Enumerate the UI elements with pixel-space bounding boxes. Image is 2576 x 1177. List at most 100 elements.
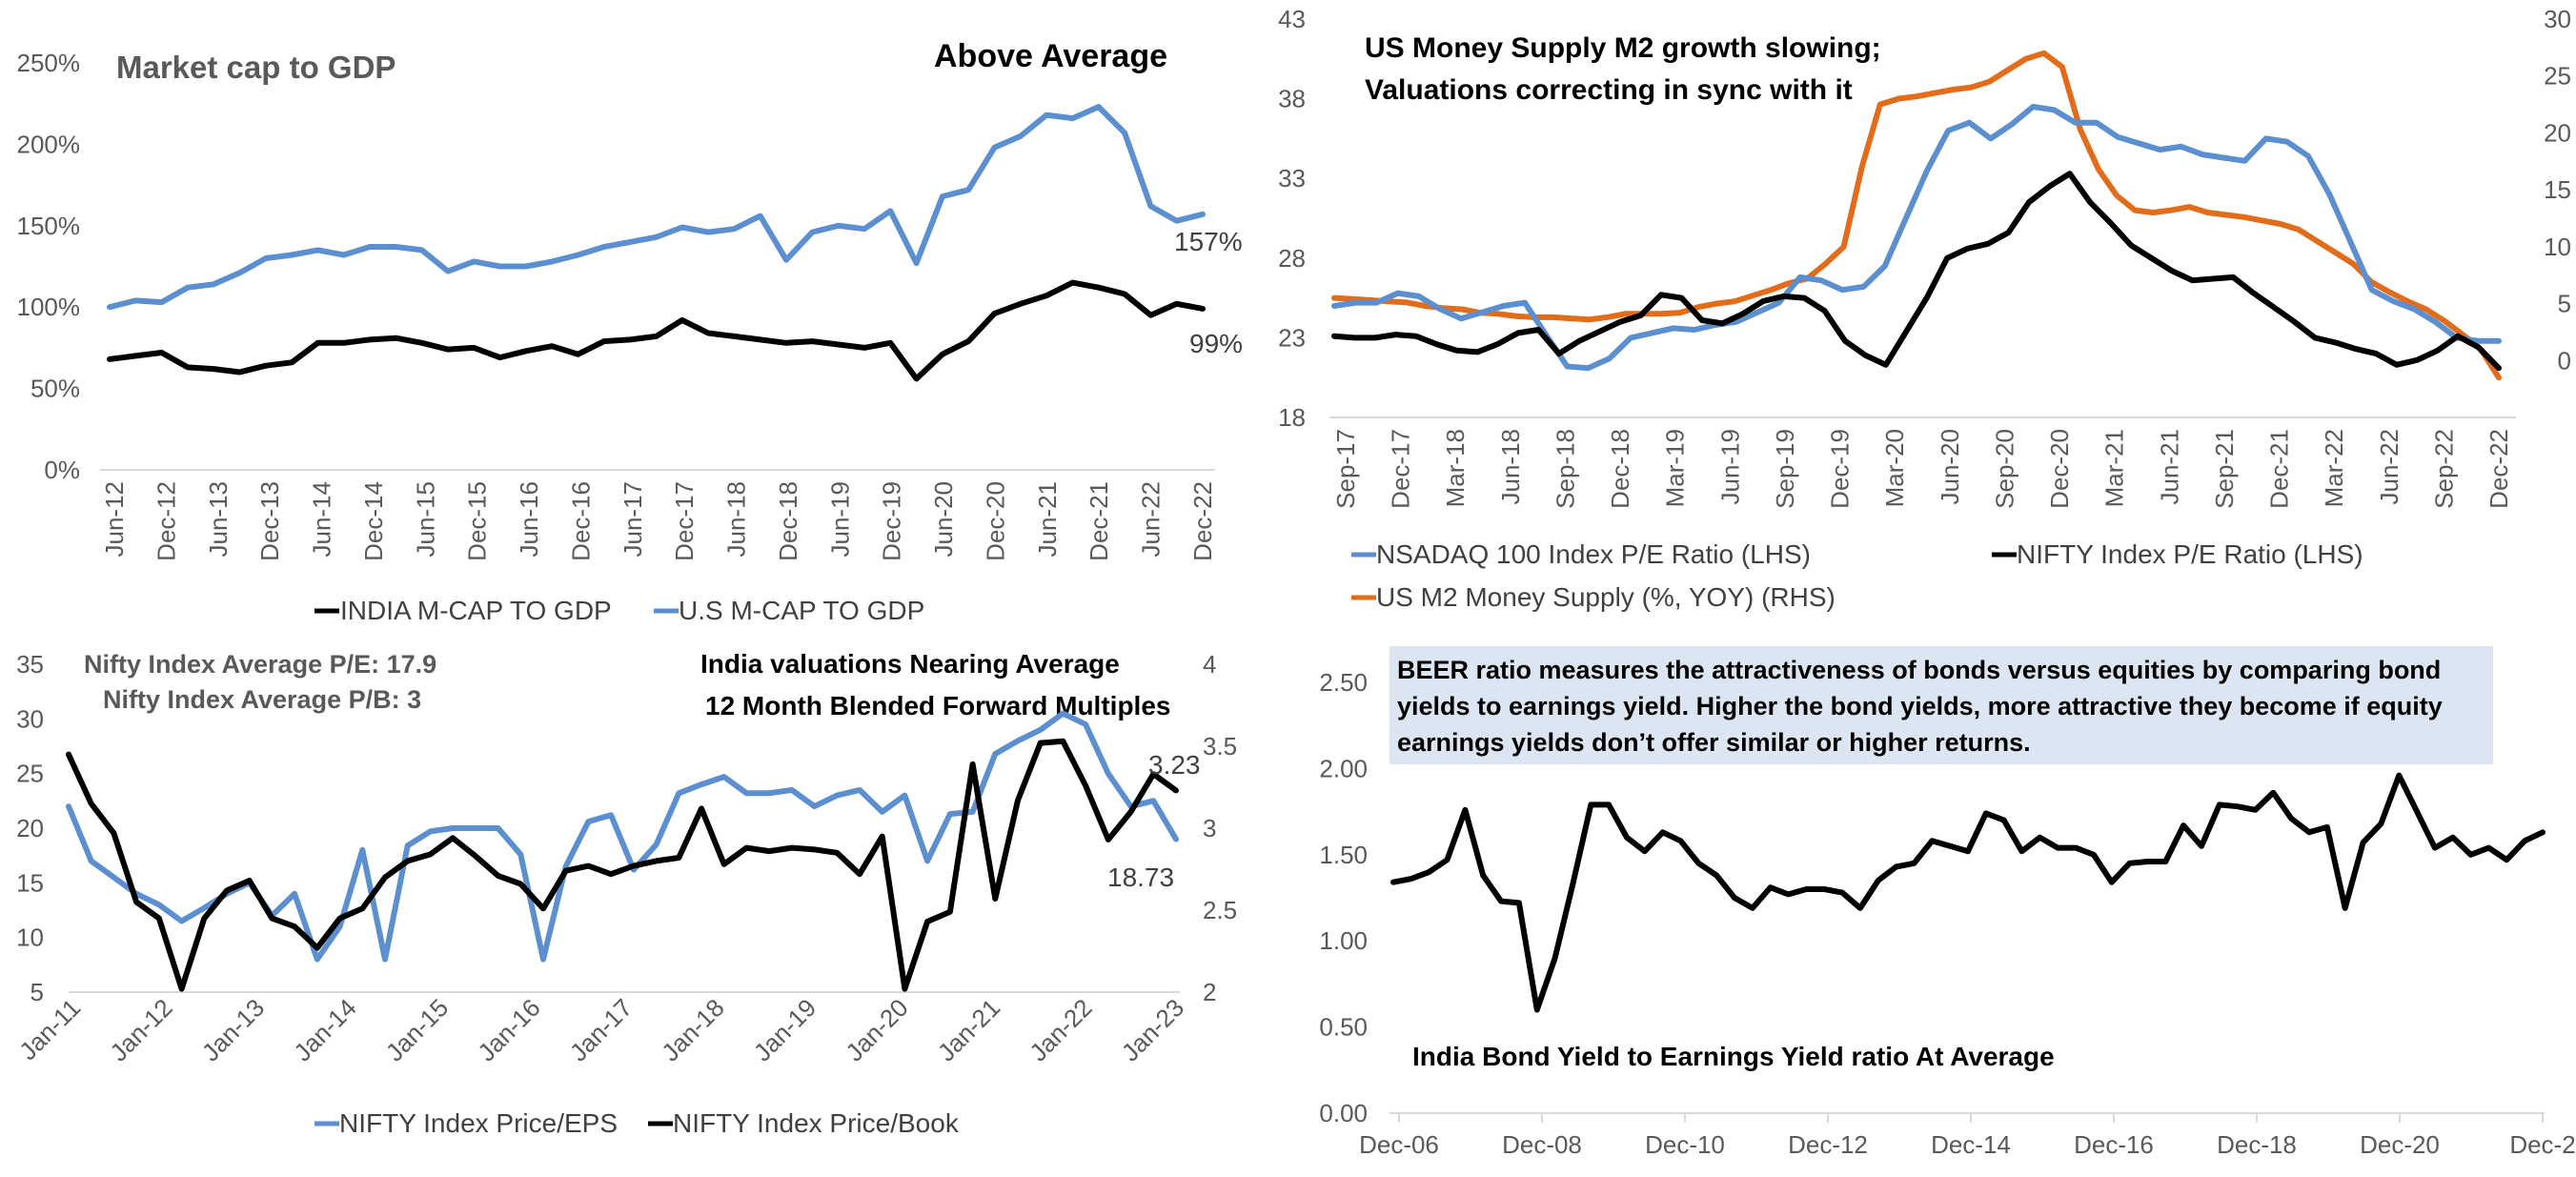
mcap-x-tick-19: Dec-21 (1085, 481, 1113, 561)
beer-y-axis: 0.00 0.50 1.00 1.50 2.00 2.50 (1319, 668, 1368, 1127)
m2-x-tick-2: Mar-18 (1441, 429, 1470, 507)
m2-x-tick-12: Sep-20 (1990, 429, 2018, 509)
mcap-x-tick-1: Dec-12 (152, 481, 180, 561)
nifty-note-pb: Nifty Index Average P/B: 3 (103, 685, 421, 714)
m2-x-tick-13: Dec-20 (2045, 429, 2074, 509)
m2-yl-tick-2: 28 (1278, 244, 1306, 273)
nifty-legend-pb: NIFTY Index Price/Book (673, 1108, 960, 1138)
mcap-y-tick-2: 100% (17, 293, 81, 321)
mcap-y-axis: 0% 50% 100% 150% 200% 250% (17, 49, 81, 484)
beer-ratio-line (1390, 772, 2546, 1013)
nifty-yr-tick-3: 3.5 (1203, 732, 1237, 761)
nifty-yr-tick-2: 3 (1203, 814, 1216, 842)
m2-x-tick-17: Dec-21 (2265, 429, 2294, 509)
nifty-yl-tick-6: 35 (16, 650, 44, 679)
mcap-x-tick-17: Dec-20 (981, 481, 1009, 561)
nifty-x-tick-7: Jan-18 (656, 993, 729, 1066)
nifty-x-tick-9: Jan-20 (840, 993, 913, 1066)
nifty-x-tick-1: Jan-12 (104, 993, 177, 1066)
m2-x-tick-0: Sep-17 (1331, 429, 1360, 509)
m2-x-tick-20: Sep-22 (2429, 429, 2458, 509)
m2-yr-tick-1: 5 (2558, 290, 2571, 318)
mcap-x-tick-20: Jun-22 (1137, 481, 1166, 558)
m2-yl-tick-3: 33 (1278, 164, 1306, 193)
m2-yl-tick-0: 18 (1278, 403, 1306, 432)
mcap-x-tick-15: Dec-19 (878, 481, 906, 561)
m2-x-tick-4: Sep-18 (1551, 429, 1579, 509)
mcap-subtitle: Above Average (934, 38, 1167, 74)
m2-nasdaq-pe-line (1331, 104, 2502, 372)
nifty-x-tick-5: Jan-16 (472, 993, 545, 1066)
m2-yr-tick-3: 15 (2544, 175, 2571, 204)
m2-x-tick-16: Sep-21 (2210, 429, 2239, 509)
m2-yl-tick-4: 38 (1278, 85, 1306, 113)
nifty-pe-last-label: 18.73 (1107, 862, 1174, 892)
nifty-x-tick-0: Jan-11 (13, 993, 86, 1065)
nifty-x-tick-6: Jan-17 (564, 993, 638, 1066)
beer-x-tick-4: Dec-14 (1931, 1130, 2011, 1159)
mcap-x-tick-21: Dec-22 (1188, 481, 1217, 561)
m2-legend-nifty: NIFTY Index P/E Ratio (LHS) (2017, 539, 2363, 569)
mcap-y-tick-5: 250% (17, 49, 81, 77)
beer-x-tick-0: Dec-06 (1359, 1130, 1439, 1159)
mcap-y-tick-1: 50% (30, 375, 80, 403)
nifty-x-tick-10: Jan-21 (932, 993, 1005, 1066)
m2-nifty-pe-line (1331, 171, 2502, 372)
beer-x-axis: Dec-06 Dec-08 Dec-10 Dec-12 Dec-14 Dec-16 Dec-… (1359, 1113, 2576, 1159)
nifty-yr-tick-0: 2 (1203, 978, 1216, 1006)
beer-title: India Bond Yield to Earnings Yield ratio… (1412, 1042, 2055, 1071)
us-money-supply-chart: US Money Supply M2 growth slowing; Valua… (1278, 5, 2571, 612)
mcap-india-line (107, 279, 1206, 382)
nifty-series (66, 710, 1179, 992)
m2-yr-tick-0: 0 (2558, 346, 2571, 375)
m2-yl-tick-1: 23 (1278, 323, 1306, 352)
mcap-y-tick-0: 0% (44, 456, 80, 484)
market-cap-to-gdp-chart: Market cap to GDP Above Average 0% 50% 100… (17, 38, 1244, 625)
nifty-yl-tick-5: 30 (16, 704, 44, 733)
m2-x-tick-6: Mar-19 (1661, 429, 1690, 507)
m2-x-axis: Sep-17 Dec-17 Mar-18 Jun-18 Sep-18 Dec-18 Mar-… (1331, 429, 2513, 509)
m2-x-tick-1: Dec-17 (1387, 429, 1415, 509)
mcap-y-tick-4: 200% (17, 130, 81, 158)
nifty-yr-tick-4: 4 (1203, 650, 1216, 679)
beer-x-tick-1: Dec-08 (1502, 1130, 1582, 1159)
m2-x-tick-9: Dec-19 (1826, 429, 1855, 509)
nifty-x-tick-4: Jan-15 (380, 993, 454, 1066)
nifty-price-book-line (66, 738, 1179, 992)
nifty-yl-tick-4: 25 (16, 760, 44, 788)
nifty-legend-pe: NIFTY Index Price/EPS (339, 1108, 618, 1138)
mcap-x-tick-7: Dec-15 (463, 481, 492, 561)
mcap-x-tick-5: Dec-14 (359, 481, 388, 561)
beer-y-tick-1: 0.50 (1319, 1013, 1368, 1042)
m2-x-tick-11: Jun-20 (1936, 429, 1964, 505)
beer-y-tick-5: 2.50 (1319, 668, 1368, 697)
beer-x-tick-5: Dec-16 (2074, 1130, 2154, 1159)
beer-y-tick-4: 2.00 (1319, 754, 1368, 782)
nifty-x-axis: Jan-11 Jan-12 Jan-13 Jan-14 Jan-15 Jan-16 Jan-… (13, 993, 1189, 1066)
mcap-x-tick-6: Jun-15 (411, 481, 439, 558)
m2-yr-tick-6: 30 (2544, 5, 2571, 33)
mcap-title: Market cap to GDP (116, 50, 396, 85)
nifty-title-line1: India valuations Nearing Average (700, 649, 1120, 679)
beer-note-box (1389, 646, 2493, 764)
mcap-us-line (107, 104, 1206, 311)
mcap-x-axis: Jun-12 Dec-12 Jun-13 Dec-13 Jun-14 Dec-14 Jun-… (100, 481, 1217, 561)
beer-x-tick-6: Dec-18 (2217, 1130, 2297, 1159)
mcap-x-tick-4: Jun-14 (308, 481, 336, 558)
m2-x-tick-14: Mar-21 (2100, 429, 2129, 507)
nifty-right-y-axis: 2 2.5 3 3.5 4 (1203, 650, 1237, 1006)
beer-x-tick-3: Dec-12 (1788, 1130, 1868, 1159)
nifty-x-tick-3: Jan-14 (288, 993, 361, 1066)
m2-legend: NSADAQ 100 Index P/E Ratio (LHS) NIFTY I… (1351, 539, 2363, 612)
beer-y-tick-3: 1.50 (1319, 841, 1368, 869)
beer-x-tick-2: Dec-10 (1645, 1130, 1725, 1159)
nifty-yl-tick-2: 15 (16, 868, 44, 897)
m2-title-line2: Valuations correcting in sync with it (1365, 74, 1853, 106)
nifty-yl-tick-3: 20 (16, 814, 44, 842)
beer-ratio-chart: BEER ratio measures the attractiveness o… (1319, 646, 2576, 1159)
nifty-legend: NIFTY Index Price/EPS NIFTY Index Price/… (314, 1108, 960, 1138)
mcap-x-tick-3: Dec-13 (255, 481, 284, 561)
nifty-note-pe: Nifty Index Average P/E: 17.9 (84, 650, 436, 679)
beer-note-wrapper: BEER ratio measures the attractiveness o… (1397, 656, 2443, 757)
